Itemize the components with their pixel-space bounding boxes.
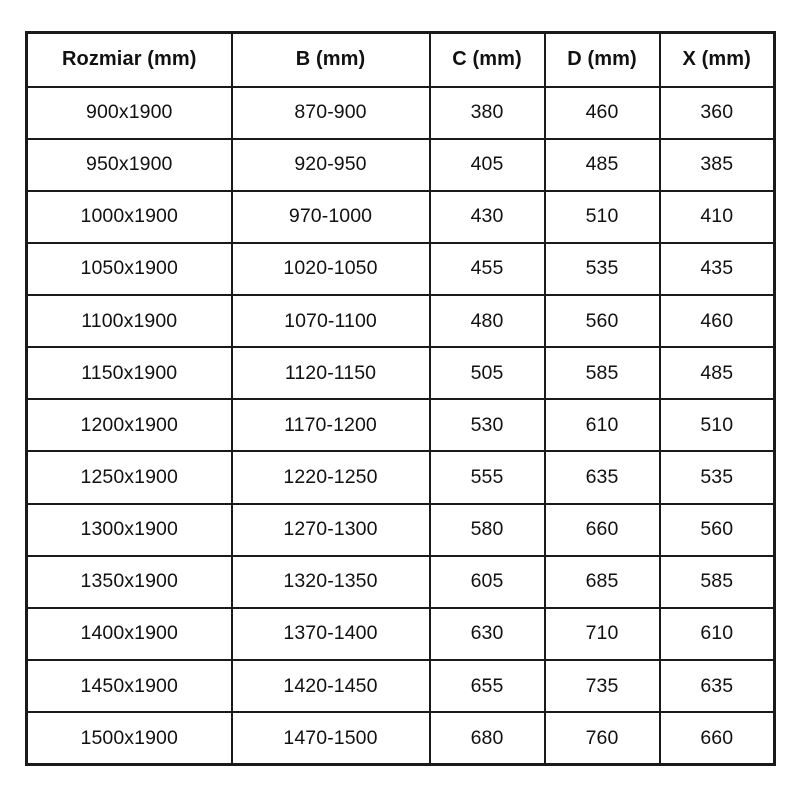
- table-row: 1000x1900 970-1000 430 510 410: [25, 189, 776, 244]
- cell-c: 405: [428, 137, 546, 192]
- cell-size: 1500x1900: [25, 711, 233, 766]
- cell-b: 1470-1500: [230, 711, 431, 766]
- table-row: 1100x1900 1070-1100 480 560 460: [25, 294, 776, 349]
- cell-size: 1350x1900: [25, 554, 233, 609]
- cell-c: 480: [428, 294, 546, 349]
- cell-c: 430: [428, 189, 546, 244]
- cell-b: 1320-1350: [230, 554, 431, 609]
- cell-x: 610: [658, 606, 776, 662]
- cell-d: 510: [543, 189, 661, 244]
- dimensions-table: Rozmiar (mm) B (mm) C (mm) D (mm) X (mm)…: [25, 31, 776, 766]
- cell-size: 900x1900: [25, 85, 233, 140]
- cell-x: 660: [658, 711, 776, 766]
- cell-c: 605: [428, 554, 546, 609]
- column-header-size: Rozmiar (mm): [25, 31, 233, 88]
- cell-x: 510: [658, 398, 776, 453]
- cell-d: 460: [543, 85, 661, 140]
- column-header-b: B (mm): [230, 31, 431, 88]
- cell-d: 585: [543, 346, 661, 401]
- cell-c: 580: [428, 502, 546, 557]
- cell-c: 655: [428, 659, 546, 714]
- table-row: 900x1900 870-900 380 460 360: [25, 85, 776, 140]
- table-row: 1250x1900 1220-1250 555 635 535: [25, 450, 776, 505]
- cell-size: 1250x1900: [25, 450, 233, 505]
- table-row: 1150x1900 1120-1150 505 585 485: [25, 346, 776, 401]
- cell-c: 505: [428, 346, 546, 401]
- cell-size: 1050x1900: [25, 241, 233, 297]
- cell-x: 410: [658, 189, 776, 244]
- column-header-x: X (mm): [658, 31, 776, 88]
- cell-b: 1120-1150: [230, 346, 431, 401]
- cell-c: 530: [428, 398, 546, 453]
- table-row: 950x1900 920-950 405 485 385: [25, 137, 776, 192]
- cell-b: 1420-1450: [230, 659, 431, 714]
- cell-d: 635: [543, 450, 661, 505]
- table-row: 1450x1900 1420-1450 655 735 635: [25, 659, 776, 714]
- cell-c: 555: [428, 450, 546, 505]
- column-header-d: D (mm): [543, 31, 661, 88]
- cell-size: 1400x1900: [25, 606, 233, 662]
- cell-size: 1450x1900: [25, 659, 233, 714]
- cell-size: 1150x1900: [25, 346, 233, 401]
- cell-b: 1220-1250: [230, 450, 431, 505]
- table-row: 1050x1900 1020-1050 455 535 435: [25, 241, 776, 297]
- table-header-row: Rozmiar (mm) B (mm) C (mm) D (mm) X (mm): [25, 31, 776, 88]
- specification-table-container: Rozmiar (mm) B (mm) C (mm) D (mm) X (mm)…: [25, 31, 776, 766]
- cell-x: 485: [658, 346, 776, 401]
- cell-b: 1270-1300: [230, 502, 431, 557]
- cell-b: 1020-1050: [230, 241, 431, 297]
- cell-b: 1170-1200: [230, 398, 431, 453]
- cell-size: 950x1900: [25, 137, 233, 192]
- cell-size: 1000x1900: [25, 189, 233, 244]
- cell-size: 1100x1900: [25, 294, 233, 349]
- cell-size: 1300x1900: [25, 502, 233, 557]
- cell-c: 455: [428, 241, 546, 297]
- cell-x: 360: [658, 85, 776, 140]
- cell-x: 560: [658, 502, 776, 557]
- cell-d: 735: [543, 659, 661, 714]
- table-header: Rozmiar (mm) B (mm) C (mm) D (mm) X (mm): [25, 31, 776, 88]
- cell-d: 710: [543, 606, 661, 662]
- cell-d: 610: [543, 398, 661, 453]
- cell-b: 920-950: [230, 137, 431, 192]
- table-row: 1400x1900 1370-1400 630 710 610: [25, 606, 776, 662]
- cell-b: 1070-1100: [230, 294, 431, 349]
- cell-d: 485: [543, 137, 661, 192]
- cell-d: 535: [543, 241, 661, 297]
- cell-b: 1370-1400: [230, 606, 431, 662]
- cell-c: 680: [428, 711, 546, 766]
- table-row: 1350x1900 1320-1350 605 685 585: [25, 554, 776, 609]
- cell-x: 385: [658, 137, 776, 192]
- table-row: 1500x1900 1470-1500 680 760 660: [25, 711, 776, 766]
- cell-c: 630: [428, 606, 546, 662]
- table-row: 1200x1900 1170-1200 530 610 510: [25, 398, 776, 453]
- cell-d: 760: [543, 711, 661, 766]
- cell-x: 635: [658, 659, 776, 714]
- cell-x: 435: [658, 241, 776, 297]
- cell-x: 460: [658, 294, 776, 349]
- cell-d: 660: [543, 502, 661, 557]
- cell-size: 1200x1900: [25, 398, 233, 453]
- cell-c: 380: [428, 85, 546, 140]
- cell-b: 970-1000: [230, 189, 431, 244]
- table-body: 900x1900 870-900 380 460 360 950x1900 92…: [25, 85, 776, 766]
- column-header-c: C (mm): [428, 31, 546, 88]
- cell-d: 560: [543, 294, 661, 349]
- cell-d: 685: [543, 554, 661, 609]
- cell-x: 585: [658, 554, 776, 609]
- table-row: 1300x1900 1270-1300 580 660 560: [25, 502, 776, 557]
- cell-x: 535: [658, 450, 776, 505]
- cell-b: 870-900: [230, 85, 431, 140]
